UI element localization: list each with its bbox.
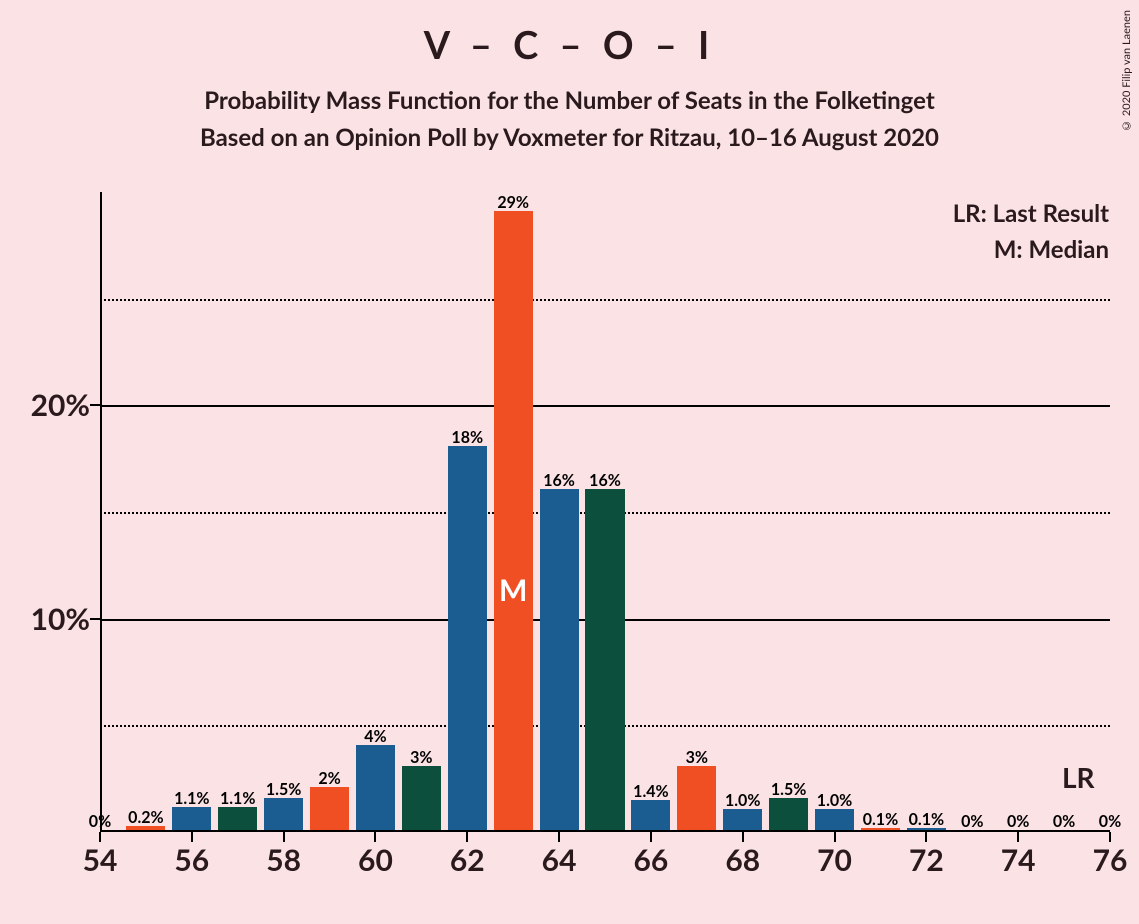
x-tick bbox=[1109, 832, 1111, 842]
bar-label: 0% bbox=[961, 812, 983, 831]
bar-label: 1.1% bbox=[220, 789, 255, 808]
x-tick bbox=[650, 832, 652, 842]
x-axis-label: 62 bbox=[450, 842, 485, 878]
x-tick bbox=[834, 832, 836, 842]
bar-label: 3% bbox=[686, 748, 708, 767]
x-axis-label: 66 bbox=[634, 842, 669, 878]
x-axis-label: 68 bbox=[725, 842, 760, 878]
bar-seat-62 bbox=[448, 446, 487, 830]
bar-seat-63 bbox=[494, 211, 533, 830]
bar-label: 1.4% bbox=[633, 782, 668, 801]
bar-label: 1.5% bbox=[266, 780, 301, 799]
y-tick bbox=[90, 618, 100, 620]
x-tick bbox=[374, 832, 376, 842]
x-axis-line bbox=[100, 830, 1110, 832]
bar-label: 1.5% bbox=[771, 780, 806, 799]
copyright-text: © 2020 Filip van Laenen bbox=[1120, 10, 1133, 132]
bar-seat-69 bbox=[769, 798, 808, 830]
x-tick bbox=[99, 832, 101, 842]
bar-label: 0% bbox=[1007, 812, 1029, 831]
bar-label: 18% bbox=[451, 428, 483, 447]
bar-label: 3% bbox=[410, 748, 432, 767]
bar-seat-68 bbox=[723, 809, 762, 830]
bar-seat-59 bbox=[310, 787, 349, 830]
x-tick bbox=[191, 832, 193, 842]
x-axis-label: 58 bbox=[266, 842, 301, 878]
chart-subtitle: Probability Mass Function for the Number… bbox=[0, 82, 1139, 156]
pmf-bar-chart: 10%20%5456586062646668707274760%0.2%1.1%… bbox=[100, 192, 1110, 832]
gridline-major bbox=[100, 405, 1110, 407]
x-axis-label: 72 bbox=[909, 842, 944, 878]
bar-seat-67 bbox=[677, 766, 716, 830]
bar-label: 16% bbox=[589, 471, 621, 490]
x-tick bbox=[283, 832, 285, 842]
y-axis-label: 20% bbox=[31, 387, 90, 423]
bar-label: 1.1% bbox=[174, 789, 209, 808]
y-tick bbox=[90, 404, 100, 406]
bar-seat-65 bbox=[585, 489, 624, 830]
bar-label: 0.2% bbox=[128, 808, 163, 827]
bar-label: 0% bbox=[89, 812, 111, 831]
bar-label: 16% bbox=[543, 471, 575, 490]
y-axis-label: 10% bbox=[31, 601, 90, 637]
bar-label: 0.1% bbox=[909, 810, 944, 829]
bar-label: 29% bbox=[497, 193, 529, 212]
bar-seat-61 bbox=[402, 766, 441, 830]
bar-seat-58 bbox=[264, 798, 303, 830]
x-axis-label: 76 bbox=[1093, 842, 1128, 878]
bar-seat-66 bbox=[631, 800, 670, 830]
lr-mark: LR bbox=[1062, 760, 1095, 794]
x-tick bbox=[742, 832, 744, 842]
x-axis-label: 60 bbox=[358, 842, 393, 878]
x-axis-label: 56 bbox=[174, 842, 209, 878]
chart-title: V – C – O – I bbox=[0, 0, 1139, 68]
x-tick bbox=[466, 832, 468, 842]
bar-label: 0% bbox=[1053, 812, 1075, 831]
median-mark: M bbox=[499, 572, 527, 608]
x-axis-label: 54 bbox=[83, 842, 118, 878]
bar-seat-56 bbox=[172, 807, 211, 830]
x-tick bbox=[1017, 832, 1019, 842]
bar-label: 2% bbox=[318, 769, 340, 788]
x-tick bbox=[558, 832, 560, 842]
bar-label: 0.1% bbox=[863, 810, 898, 829]
bar-seat-64 bbox=[540, 489, 579, 830]
bar-label: 1.0% bbox=[725, 791, 760, 810]
x-axis-label: 70 bbox=[817, 842, 852, 878]
gridline-minor bbox=[100, 299, 1110, 301]
bar-seat-57 bbox=[218, 807, 257, 830]
x-tick bbox=[925, 832, 927, 842]
bar-label: 0% bbox=[1099, 812, 1121, 831]
bar-label: 1.0% bbox=[817, 791, 852, 810]
bar-seat-70 bbox=[815, 809, 854, 830]
subtitle-line-1: Probability Mass Function for the Number… bbox=[0, 82, 1139, 119]
subtitle-line-2: Based on an Opinion Poll by Voxmeter for… bbox=[0, 119, 1139, 156]
bar-label: 4% bbox=[364, 727, 386, 746]
x-axis-label: 74 bbox=[1001, 842, 1036, 878]
x-axis-label: 64 bbox=[542, 842, 577, 878]
bar-seat-60 bbox=[356, 745, 395, 830]
